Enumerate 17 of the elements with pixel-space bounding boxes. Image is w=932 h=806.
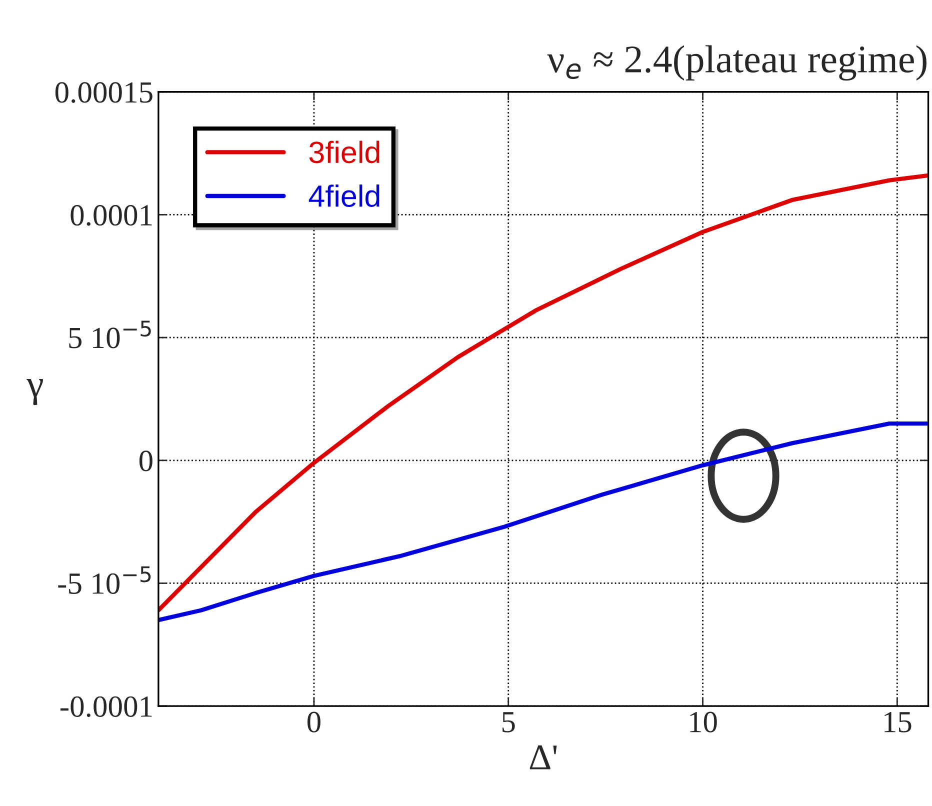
line-series [158, 173, 928, 612]
y-tick-label: 0 [139, 450, 152, 472]
y-tick-label: 0.00015 [55, 82, 152, 103]
chart-title: ν$_{e}$ ≈ 2.4(plateau regime) [547, 45, 926, 81]
line-series [158, 421, 928, 622]
x-tick-label: 5 [502, 712, 515, 732]
x-axis-title: Δ' [530, 745, 557, 770]
x-tick-label: 15 [884, 712, 912, 732]
x-tick-label: 0 [307, 712, 320, 732]
y-tick-label: -5 10$^{−5}$ [58, 566, 151, 594]
y-axis-title: γ [26, 378, 43, 406]
x-tick-label: 10 [690, 712, 717, 732]
y-tick-label: -0.0001 [60, 696, 152, 718]
legend-label: 4field [308, 184, 380, 207]
y-tick-label: 0.0001 [70, 205, 152, 226]
y-tick-label: 5 10$^{−5}$ [69, 320, 151, 348]
legend-label: 3field [309, 140, 380, 164]
